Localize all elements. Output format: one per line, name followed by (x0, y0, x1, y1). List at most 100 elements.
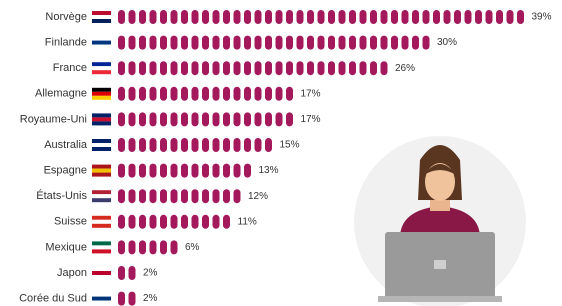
pill (181, 10, 188, 24)
flag-stripe (92, 147, 111, 151)
flag-stripe (92, 194, 111, 198)
pill (118, 112, 125, 126)
bar (118, 240, 178, 254)
flag-stripe (92, 165, 111, 169)
pill (244, 87, 251, 101)
pill (202, 112, 209, 126)
category-label: Royaume-Uni (20, 113, 87, 125)
pill (255, 36, 262, 50)
bar (118, 138, 272, 152)
pill (255, 138, 262, 152)
pill (118, 292, 125, 306)
pill (234, 61, 241, 75)
pill (139, 87, 146, 101)
category-label: Mexique (45, 241, 87, 253)
pill (202, 189, 209, 203)
pill (139, 61, 146, 75)
pill (139, 240, 146, 254)
value-label: 2% (143, 268, 158, 279)
pill (402, 36, 409, 50)
category-label: Norvège (45, 11, 87, 23)
pill (412, 10, 419, 24)
pill (118, 215, 125, 229)
pill (181, 36, 188, 50)
pill (223, 61, 230, 75)
pill (297, 61, 304, 75)
pill (129, 215, 136, 229)
pill (181, 87, 188, 101)
pill (213, 10, 220, 24)
pill (255, 87, 262, 101)
pill (244, 164, 251, 178)
pill (192, 189, 199, 203)
pill (370, 36, 377, 50)
pill (244, 61, 251, 75)
value-label: 2% (143, 293, 158, 304)
pill (349, 36, 356, 50)
pill (171, 240, 178, 254)
pill (286, 10, 293, 24)
pill (223, 164, 230, 178)
value-label: 12% (248, 191, 268, 202)
pill (129, 36, 136, 50)
pill (339, 36, 346, 50)
pill (150, 87, 157, 101)
pill (129, 240, 136, 254)
pill (255, 10, 262, 24)
pill (223, 138, 230, 152)
pill (318, 10, 325, 24)
pill (213, 36, 220, 50)
pill (297, 10, 304, 24)
flag-stripe (92, 117, 111, 121)
flag-stripe (92, 267, 111, 271)
pill (181, 189, 188, 203)
bar (118, 87, 293, 101)
pill (139, 10, 146, 24)
pill (213, 87, 220, 101)
pill (286, 61, 293, 75)
pill (192, 164, 199, 178)
pill (181, 215, 188, 229)
pill (328, 36, 335, 50)
category-label: États-Unis (36, 189, 87, 202)
pill (213, 138, 220, 152)
bar (118, 164, 251, 178)
flag-stripe (92, 15, 111, 19)
pill (223, 189, 230, 203)
pill (402, 10, 409, 24)
bar (118, 61, 388, 75)
pill (118, 138, 125, 152)
flag-stripe (92, 241, 111, 245)
pill (160, 240, 167, 254)
pill (129, 112, 136, 126)
flag-stripe (92, 113, 111, 117)
pill (213, 164, 220, 178)
bar (118, 10, 524, 24)
illustration (354, 136, 526, 306)
pill (486, 10, 493, 24)
value-label: 17% (301, 88, 321, 99)
value-label: 26% (395, 63, 415, 74)
pill (339, 61, 346, 75)
pill (150, 36, 157, 50)
pill (360, 10, 367, 24)
flag-stripe (92, 169, 111, 173)
flag-stripe (92, 216, 111, 220)
pill (328, 10, 335, 24)
pill (213, 215, 220, 229)
pill (150, 138, 157, 152)
pill (160, 138, 167, 152)
pill (192, 87, 199, 101)
pill (160, 164, 167, 178)
pill (150, 112, 157, 126)
category-label: Japon (57, 267, 87, 279)
bar (118, 36, 430, 50)
pill (307, 36, 314, 50)
pill (150, 164, 157, 178)
pill (370, 10, 377, 24)
pill (223, 10, 230, 24)
flag-stripe (92, 173, 111, 177)
pill (276, 36, 283, 50)
pill (160, 36, 167, 50)
pill (286, 87, 293, 101)
